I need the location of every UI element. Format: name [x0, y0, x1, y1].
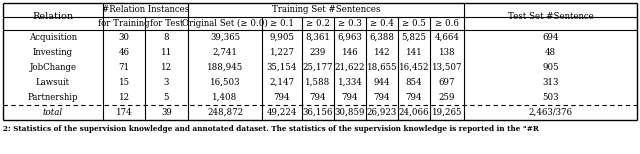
Text: 8,361: 8,361 [305, 33, 330, 42]
Text: #Relation Instances: #Relation Instances [102, 6, 189, 14]
Text: ≥ 0.6: ≥ 0.6 [435, 19, 459, 28]
Text: 697: 697 [439, 78, 455, 87]
Text: 15: 15 [118, 78, 129, 87]
Text: 25,177: 25,177 [303, 63, 333, 72]
Text: 8: 8 [164, 33, 170, 42]
Text: ≥ 0.3: ≥ 0.3 [338, 19, 362, 28]
Text: 3: 3 [164, 78, 169, 87]
Text: 248,872: 248,872 [207, 108, 243, 117]
Text: 944: 944 [374, 78, 390, 87]
Text: for Training: for Training [98, 19, 150, 28]
Text: 146: 146 [342, 48, 358, 57]
Text: 5,825: 5,825 [401, 33, 426, 42]
Text: 794: 794 [406, 93, 422, 102]
Text: Test Set #Sentence: Test Set #Sentence [508, 12, 593, 21]
Text: ≥ 0.4: ≥ 0.4 [370, 19, 394, 28]
Text: for Test: for Test [150, 19, 183, 28]
Text: Original Set (≥ 0.0): Original Set (≥ 0.0) [182, 19, 268, 28]
Text: 21,622: 21,622 [335, 63, 365, 72]
Text: 1,334: 1,334 [338, 78, 362, 87]
Text: 794: 794 [310, 93, 326, 102]
Text: 46: 46 [118, 48, 129, 57]
Text: 2,147: 2,147 [269, 78, 294, 87]
Text: ≥ 0.5: ≥ 0.5 [402, 19, 426, 28]
Text: 36,156: 36,156 [303, 108, 333, 117]
Text: 12: 12 [118, 93, 129, 102]
Text: 174: 174 [116, 108, 132, 117]
Text: 13,507: 13,507 [432, 63, 462, 72]
Text: 239: 239 [310, 48, 326, 57]
Text: 188,945: 188,945 [207, 63, 243, 72]
Text: 2,741: 2,741 [212, 48, 237, 57]
Text: 35,154: 35,154 [267, 63, 297, 72]
Text: 905: 905 [542, 63, 559, 72]
Text: 24,066: 24,066 [399, 108, 429, 117]
Text: Investing: Investing [33, 48, 73, 57]
Text: total: total [43, 108, 63, 117]
Text: 794: 794 [342, 93, 358, 102]
Text: 1,227: 1,227 [269, 48, 294, 57]
Text: 11: 11 [161, 48, 172, 57]
Text: 2,463/376: 2,463/376 [529, 108, 573, 117]
Text: 6,963: 6,963 [338, 33, 362, 42]
Text: Partnership: Partnership [28, 93, 78, 102]
Text: 141: 141 [406, 48, 422, 57]
Text: 9,905: 9,905 [269, 33, 294, 42]
Text: 1,588: 1,588 [305, 78, 331, 87]
Text: 16,452: 16,452 [399, 63, 429, 72]
Text: Relation: Relation [33, 12, 74, 21]
Text: 18,655: 18,655 [367, 63, 397, 72]
Text: 503: 503 [542, 93, 559, 102]
Text: 30: 30 [118, 33, 129, 42]
Text: 16,503: 16,503 [210, 78, 240, 87]
Text: 794: 794 [374, 93, 390, 102]
Text: 854: 854 [406, 78, 422, 87]
Text: 259: 259 [439, 93, 455, 102]
Text: 794: 794 [274, 93, 291, 102]
Text: 313: 313 [542, 78, 559, 87]
Text: 4,664: 4,664 [435, 33, 460, 42]
Text: ≥ 0.1: ≥ 0.1 [270, 19, 294, 28]
Text: 142: 142 [374, 48, 390, 57]
Text: 39,365: 39,365 [210, 33, 240, 42]
Text: 1,408: 1,408 [212, 93, 237, 102]
Text: 19,265: 19,265 [432, 108, 462, 117]
Text: 39: 39 [161, 108, 172, 117]
Text: 2: Statistics of the supervision knowledge and annotated dataset. The statistics: 2: Statistics of the supervision knowled… [3, 125, 539, 133]
Text: 694: 694 [542, 33, 559, 42]
Text: 48: 48 [545, 48, 556, 57]
Text: Acquisition: Acquisition [29, 33, 77, 42]
Text: JobChange: JobChange [29, 63, 77, 72]
Text: ≥ 0.2: ≥ 0.2 [306, 19, 330, 28]
Text: Lawsuit: Lawsuit [36, 78, 70, 87]
Text: 6,388: 6,388 [369, 33, 394, 42]
Text: 71: 71 [118, 63, 129, 72]
Text: 12: 12 [161, 63, 172, 72]
Text: Training Set #Sentences: Training Set #Sentences [272, 6, 380, 14]
Text: 138: 138 [438, 48, 455, 57]
Text: 30,859: 30,859 [335, 108, 365, 117]
Text: 26,923: 26,923 [367, 108, 397, 117]
Text: 5: 5 [164, 93, 169, 102]
Text: 49,224: 49,224 [267, 108, 297, 117]
